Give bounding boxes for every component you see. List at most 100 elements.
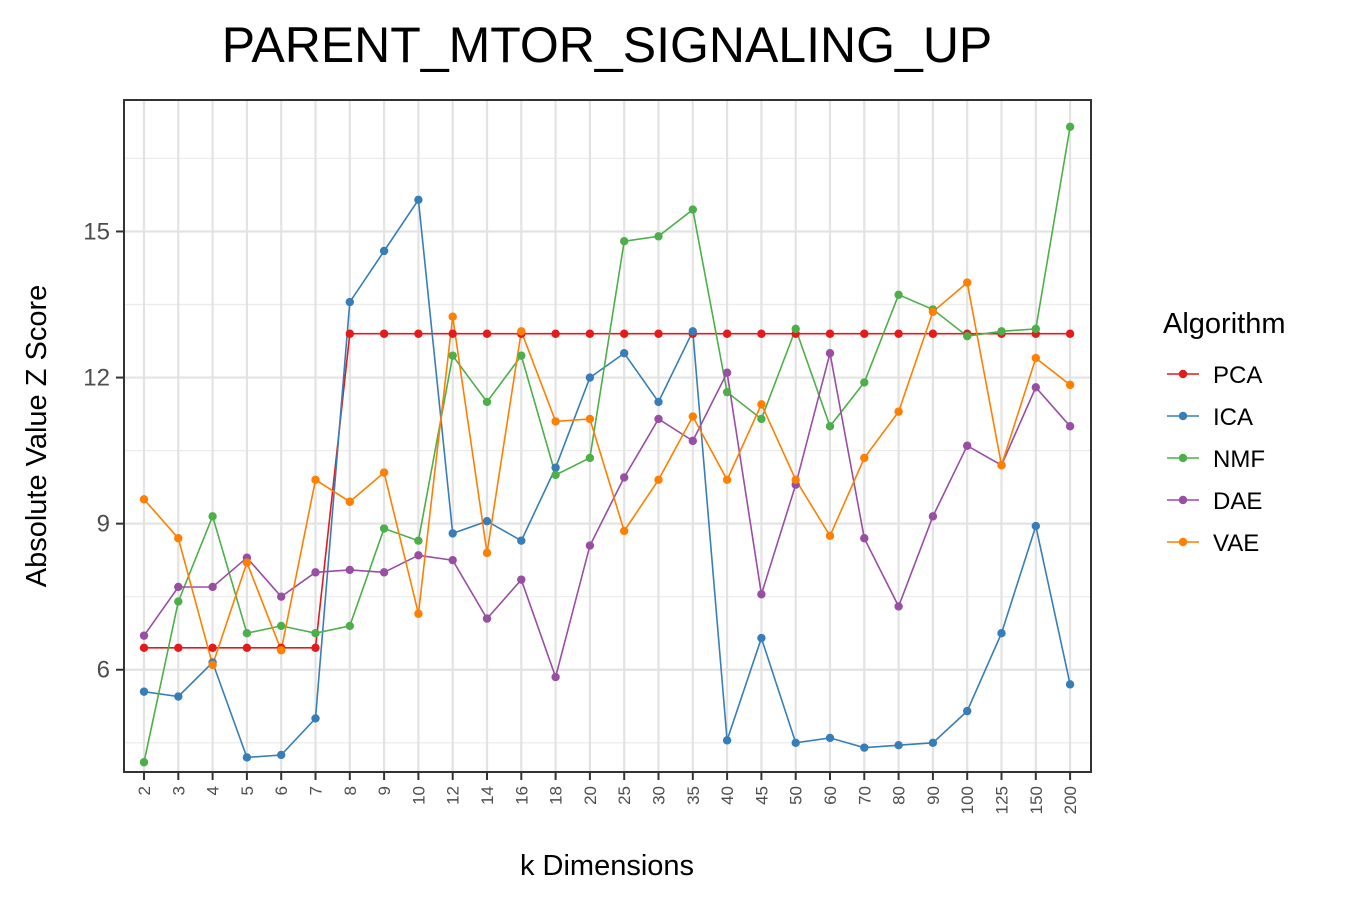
data-point-pca [242,643,252,653]
data-point-vae [585,414,595,424]
data-point-dae [345,565,354,575]
data-point-pca [448,329,457,338]
legend-label-pca: PCA [1213,362,1262,389]
data-point-dae [139,631,149,640]
data-point-vae [1065,380,1075,390]
data-point-dae [585,541,595,550]
x-tick-label: 12 [444,786,463,805]
data-point-nmf [277,621,286,631]
data-point-ica [997,629,1006,638]
data-point-nmf [414,536,423,545]
data-point-ica [620,349,629,358]
series-line-ica [143,197,1071,759]
y-axis-title: Absolute Value Z Score [21,285,53,588]
data-point-ica [277,750,286,760]
data-point-pca [345,329,354,338]
data-point-dae [208,582,217,592]
data-point-ica [311,714,320,723]
x-tick-label: 18 [547,786,566,805]
data-point-ica [757,633,766,643]
data-point-dae [174,582,183,592]
series-line-dae [143,352,1071,680]
y-tick-label: 12 [83,365,110,392]
x-tick-label: 3 [169,786,188,795]
data-point-pca [482,329,492,338]
data-point-ica [825,733,835,743]
data-point-dae [414,551,423,560]
legend-label-ica: ICA [1213,404,1253,431]
x-tick-label: 125 [993,786,1012,814]
data-point-nmf [1031,324,1041,334]
data-point-ica [791,738,800,747]
data-point-vae [139,495,149,504]
data-point-ica [345,297,354,307]
x-tick-label: 150 [1027,786,1046,814]
data-point-vae [174,534,183,543]
data-point-pca [208,643,217,653]
x-tick-label: 20 [581,786,600,805]
data-point-nmf [174,597,183,606]
x-tick-label: 9 [375,786,394,795]
data-point-pca [174,643,183,653]
data-point-pca [311,643,320,653]
x-tick-label: 7 [307,786,326,795]
data-point-nmf [654,232,663,241]
data-point-ica [551,463,560,472]
x-tick-label: 16 [512,786,531,805]
data-point-vae [860,453,869,463]
x-axis-title: k Dimensions [520,850,694,882]
data-point-vae [620,526,629,536]
legend-label-nmf: NMF [1213,446,1265,473]
data-point-pca [894,329,903,338]
data-point-ica [174,692,183,701]
data-point-dae [379,568,389,577]
data-point-ica [585,373,595,382]
data-point-vae [277,646,286,655]
legend-marker-pca [1178,369,1188,379]
series-line-vae [143,281,1071,668]
data-point-nmf [722,387,732,397]
data-point-pca [722,329,732,338]
data-point-dae [517,575,526,584]
data-point-ica [379,246,389,256]
data-point-dae [551,672,560,682]
data-point-vae [688,412,697,421]
x-tick-label: 70 [855,786,874,805]
data-point-nmf [894,290,903,299]
data-point-pca [654,329,663,338]
data-point-nmf [825,422,835,431]
data-point-vae [722,475,732,485]
data-point-nmf [242,629,252,638]
data-point-nmf [757,414,766,424]
data-point-ica [517,536,526,545]
data-point-vae [928,307,938,317]
y-tick-label: 6 [97,657,110,684]
data-point-vae [517,327,526,336]
data-point-nmf [585,453,595,463]
legend-label-vae: VAE [1213,530,1259,557]
data-point-vae [654,475,663,485]
data-point-ica [242,753,252,762]
data-point-pca [379,329,389,338]
data-point-pca [414,329,423,338]
x-tick-label: 4 [204,786,223,795]
data-point-nmf [208,512,217,521]
data-point-dae [825,349,835,358]
data-point-nmf [791,324,800,334]
data-point-pca [757,329,766,338]
x-tick-label: 40 [718,786,737,805]
data-point-pca [825,329,835,338]
x-tick-label: 50 [787,786,806,805]
data-point-vae [208,660,217,670]
x-tick-label: 14 [478,786,497,805]
data-point-vae [963,278,972,287]
data-point-nmf [448,351,457,360]
legend-marker-ica [1178,411,1188,421]
x-tick-label: 2 [135,786,154,795]
data-point-pca [928,329,938,338]
x-tick-label: 200 [1061,786,1080,814]
data-point-vae [1031,353,1041,363]
x-tick-label: 25 [615,786,634,805]
data-point-nmf [688,205,697,214]
y-tick-label: 9 [97,511,110,538]
